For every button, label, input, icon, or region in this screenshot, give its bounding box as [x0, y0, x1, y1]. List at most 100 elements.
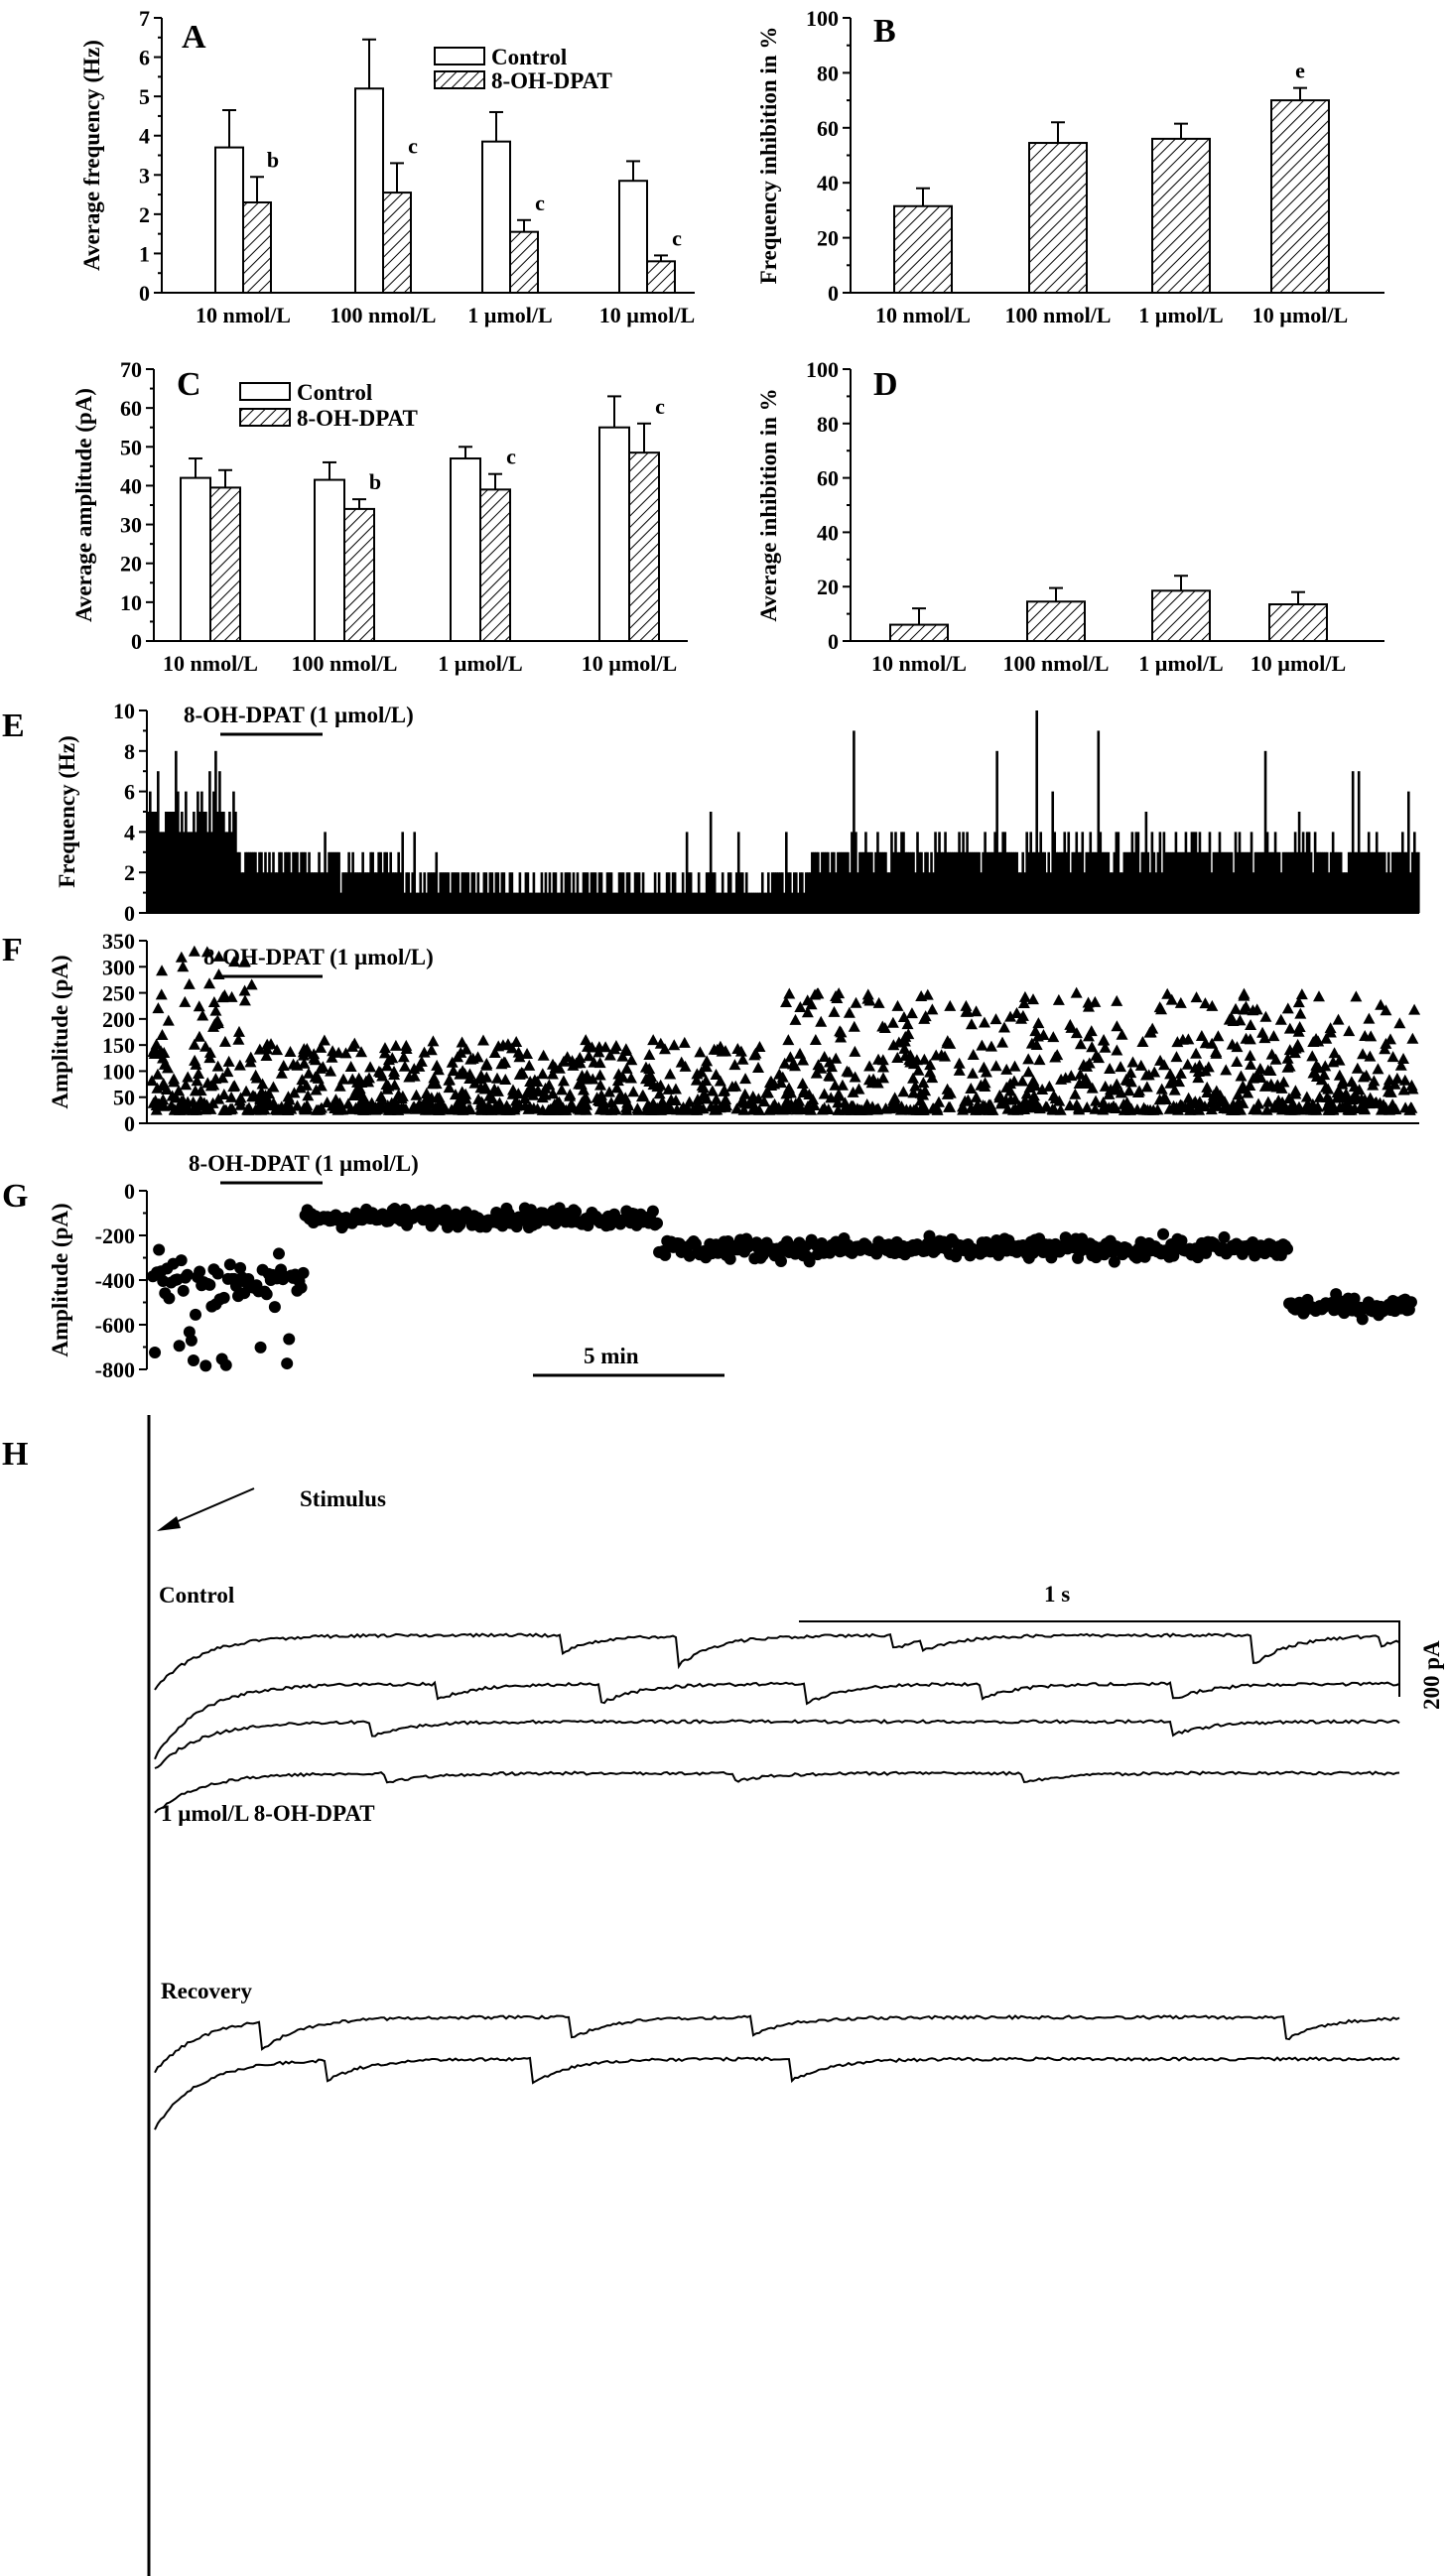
frequency-bin [1031, 851, 1034, 913]
frequency-bin [149, 791, 152, 913]
amplitude-marker [1126, 1056, 1139, 1068]
frequency-bin [695, 892, 699, 913]
frequency-bin [490, 872, 494, 913]
frequency-bin [147, 812, 150, 913]
amplitude-marker [935, 1049, 948, 1061]
frequency-bin [1337, 851, 1341, 913]
amplitude-marker [1018, 990, 1031, 1002]
bar-inhibition-1 [1028, 142, 1088, 294]
time-scalebar-label-g: 5 min [584, 1344, 639, 1368]
amplitude-marker [1146, 1022, 1159, 1034]
amplitude-marker [734, 1045, 747, 1057]
amplitude-marker [1136, 1035, 1149, 1047]
amplitude-marker [430, 1078, 443, 1090]
frequency-bin [586, 872, 590, 913]
y-tick-label: 250 [102, 981, 135, 1006]
frequency-bin [1204, 851, 1208, 913]
frequency-bin [206, 832, 209, 913]
frequency-bin [403, 892, 407, 913]
frequency-bin [1126, 851, 1130, 913]
amplitude-marker [1073, 1103, 1086, 1115]
frequency-bin [920, 851, 923, 913]
frequency-bin [1398, 851, 1402, 913]
amplitude-marker [1351, 1062, 1364, 1074]
amplitude-marker [512, 1088, 525, 1099]
amplitude-point [774, 1255, 787, 1268]
y-tick-label: 0 [139, 281, 150, 306]
amplitude-marker [302, 1090, 315, 1101]
amplitude-marker [863, 1060, 876, 1072]
amplitude-marker [718, 1084, 730, 1095]
amplitude-marker [1118, 1103, 1130, 1115]
amplitude-marker [326, 1099, 338, 1111]
frequency-bin [669, 892, 673, 913]
frequency-bin [357, 872, 360, 913]
frequency-bin [1246, 851, 1250, 913]
frequency-bin [572, 872, 576, 913]
frequency-bin [462, 872, 466, 913]
frequency-bin [435, 851, 439, 913]
legend-label-8-oh-dpat: 8-OH-DPAT [491, 68, 612, 93]
frequency-bin [524, 872, 528, 913]
amplitude-marker [378, 1047, 391, 1059]
frequency-bin [754, 892, 758, 913]
trace-label-control: Control [159, 1583, 234, 1608]
frequency-bin [1005, 851, 1008, 913]
panel-letter-a: A [182, 19, 206, 56]
frequency-bin [183, 832, 186, 913]
frequency-bin [165, 812, 168, 913]
frequency-bin [629, 892, 633, 913]
frequency-bin [1057, 851, 1061, 913]
y-tick-label: -800 [95, 1357, 135, 1382]
amplitude-marker [861, 988, 874, 1000]
frequency-bin [584, 872, 588, 913]
frequency-bin [872, 872, 875, 913]
frequency-bin [924, 851, 927, 913]
amplitude-marker [212, 1093, 225, 1104]
amplitude-marker [200, 1098, 213, 1110]
amplitude-marker [508, 1101, 521, 1113]
frequency-bin [723, 892, 726, 913]
frequency-bin [1323, 851, 1327, 913]
amplitude-marker [481, 1103, 494, 1115]
frequency-bin [470, 872, 474, 913]
y-axis-label: Average frequency (Hz) [79, 40, 104, 271]
amplitude-marker [1244, 1033, 1256, 1045]
y-tick-label: 60 [817, 466, 839, 491]
bar-control-2 [481, 140, 511, 294]
frequency-bin [687, 872, 691, 913]
frequency-bin [552, 872, 556, 913]
amplitude-marker [1386, 1051, 1399, 1063]
frequency-bin [538, 892, 542, 913]
amplitude-marker [1360, 1069, 1373, 1081]
amplitude-marker [1305, 1103, 1318, 1115]
y-tick-label: 100 [806, 357, 839, 382]
frequency-bin [300, 851, 303, 913]
amplitude-marker [1000, 1081, 1013, 1093]
frequency-bin [1261, 851, 1265, 913]
amplitude-marker [168, 1073, 181, 1085]
amplitude-marker [1289, 1088, 1302, 1099]
amplitude-marker [764, 1075, 777, 1087]
frequency-bin [833, 851, 836, 913]
frequency-bin [1375, 832, 1379, 913]
frequency-bin [161, 832, 164, 913]
frequency-bin [849, 872, 852, 913]
amplitude-marker [452, 1096, 464, 1108]
frequency-bin [655, 892, 659, 913]
amplitude-marker [260, 1049, 273, 1061]
panel-b: B 0 20 40 60 80 100 Frequency inhibition in % 1… [756, 6, 1384, 327]
frequency-bin [1244, 851, 1248, 913]
frequency-bin [1222, 851, 1226, 913]
frequency-bin [685, 832, 689, 913]
amplitude-marker [1310, 1032, 1323, 1044]
amplitude-marker [1081, 1100, 1094, 1112]
amplitude-marker [1051, 1049, 1064, 1061]
frequency-bin [986, 851, 988, 913]
amplitude-marker [899, 1050, 912, 1062]
amplitude-marker [1310, 1059, 1323, 1071]
amplitude-point [177, 1284, 190, 1297]
frequency-bin [328, 851, 330, 913]
frequency-bin [167, 812, 170, 913]
frequency-bin [772, 872, 776, 913]
